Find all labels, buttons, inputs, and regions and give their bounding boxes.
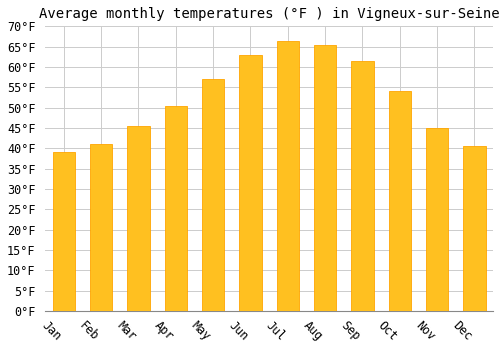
Bar <box>202 79 224 311</box>
Bar <box>463 146 485 311</box>
Title: Average monthly temperatures (°F ) in Vigneux-sur-Seine: Average monthly temperatures (°F ) in Vi… <box>39 7 500 21</box>
Bar <box>90 144 112 311</box>
Bar <box>388 91 411 311</box>
Bar <box>351 61 374 311</box>
Bar <box>128 126 150 311</box>
Bar <box>426 128 448 311</box>
Bar <box>314 44 336 311</box>
Bar <box>276 41 299 311</box>
Bar <box>52 152 75 311</box>
Bar <box>164 106 187 311</box>
Bar <box>240 55 262 311</box>
